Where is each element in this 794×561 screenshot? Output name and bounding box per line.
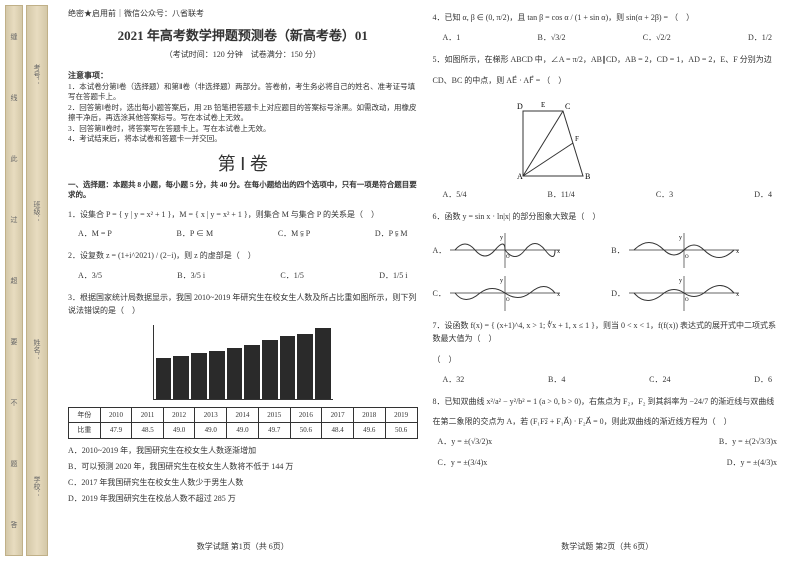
- q5-text2: CD、BC 的中点，则 AE⃗ · AF⃗ = （ ）: [433, 75, 783, 88]
- opt-d: D．P ⫋ M: [375, 228, 408, 240]
- exam-sheet: 缝线此过超要不题答 考号：班级：姓名：学校： 绝密★启用前｜微信公众号：八省联考…: [0, 0, 794, 561]
- notice-item: 3．回答第Ⅱ卷时，将答案写在答题卡上。写在本试卷上无效。: [68, 124, 418, 135]
- svg-text:D: D: [517, 102, 523, 111]
- opt-a: A．3/5: [78, 270, 102, 282]
- q1-options: A．M = P B．P ∈ M C．M ⫋ P D．P ⫋ M: [68, 228, 418, 240]
- svg-text:x: x: [736, 249, 739, 255]
- opt-b: B．11/4: [548, 189, 575, 201]
- opt-b: B．y = ±(2√3/3)x: [719, 436, 777, 448]
- notice-item: 1．本试卷分第Ⅰ卷（选择题）和第Ⅱ卷（非选择题）两部分。答卷前，考生务必将自己的…: [68, 82, 418, 103]
- opt-a: A．5/4: [443, 189, 467, 201]
- q7-options: A．32 B．4 C．24 D．6: [433, 374, 783, 386]
- exam-title: 2021 年高考数学押题预测卷（新高考卷）01: [68, 26, 418, 46]
- page-footer-2: 数学试题 第2页（共 6页）: [433, 536, 783, 553]
- q4-options: A．1 B．√3/2 C．√2/2 D．1/2: [433, 32, 783, 44]
- q4-text: 4．已知 α, β ∈ (0, π/2)，且 tan β = cos α / (…: [433, 12, 783, 25]
- opt-d: D．6: [754, 374, 772, 386]
- opt-d: D．1/2: [748, 32, 772, 44]
- section-1-desc: 一、选择题：本题共 8 小题，每小题 5 分，共 40 分。在每小题给出的四个选…: [68, 180, 418, 201]
- opt-a: A．32: [443, 374, 465, 386]
- q5-text: 5．如图所示，在梯形 ABCD 中，∠A = π/2，AB∥CD，AB = 2，…: [433, 54, 783, 67]
- opt-c: C．1/5: [280, 270, 304, 282]
- right-column: 4．已知 α, β ∈ (0, π/2)，且 tan β = cos α / (…: [433, 8, 783, 553]
- table-row: 年份20102011201220132014201520162017201820…: [69, 407, 418, 423]
- graph-c: C． xyO: [433, 276, 604, 311]
- opt-d: D．4: [754, 189, 772, 201]
- svg-text:x: x: [736, 292, 739, 298]
- seal-strip-1: 缝线此过超要不题答: [5, 5, 23, 556]
- svg-text:B: B: [585, 172, 590, 181]
- q5-options: A．5/4 B．11/4 C．3 D．4: [433, 189, 783, 201]
- opt-c: C．y = ±(3/4)x: [438, 457, 488, 469]
- opt-c: C．24: [649, 374, 670, 386]
- page-footer-1: 数学试题 第1页（共 6页）: [68, 536, 418, 553]
- svg-text:O: O: [685, 298, 689, 303]
- opt-d: D．y = ±(4/3)x: [727, 457, 777, 469]
- q8-options-2: C．y = ±(3/4)x D．y = ±(4/3)x: [433, 457, 783, 469]
- svg-text:y: y: [679, 235, 682, 241]
- opt-c: C．3: [656, 189, 673, 201]
- notice-items: 1．本试卷分第Ⅰ卷（选择题）和第Ⅱ卷（非选择题）两部分。答卷前，考生务必将自己的…: [68, 82, 418, 145]
- svg-text:x: x: [557, 292, 560, 298]
- q3-opt-b: B．可以预测 2020 年，我国研究生在校女生人数将不低于 144 万: [68, 461, 418, 473]
- svg-text:x: x: [557, 249, 560, 255]
- q7-text: 7．设函数 f(x) = { (x+1)^4, x > 1; ∜x + 1, x…: [433, 320, 783, 346]
- opt-b: B．4: [548, 374, 565, 386]
- graph-d: D． xyO: [611, 276, 782, 311]
- notice-item: 4．考试结束后，将本试卷和答题卡一并交回。: [68, 134, 418, 145]
- svg-text:O: O: [506, 255, 510, 260]
- q7-blank: （ ）: [433, 354, 783, 367]
- svg-text:O: O: [685, 255, 689, 260]
- opt-b: B．3/5 i: [177, 270, 205, 282]
- secret-label: 绝密★启用前｜微信公众号：八省联考: [68, 8, 418, 20]
- opt-c: C．M ⫋ P: [278, 228, 310, 240]
- graph-b: B． xyO: [611, 233, 782, 268]
- data-table: 年份20102011201220132014201520162017201820…: [68, 407, 418, 439]
- notice-item: 2．回答第Ⅰ卷时，选出每小题答案后，用 2B 铅笔把答题卡上对应题目的答案标号涂…: [68, 103, 418, 124]
- svg-text:y: y: [500, 235, 503, 241]
- svg-text:O: O: [506, 298, 510, 303]
- q1-text: 1．设集合 P = { y | y = x² + 1 }，M = { x | y…: [68, 209, 418, 222]
- left-column: 绝密★启用前｜微信公众号：八省联考 2021 年高考数学押题预测卷（新高考卷）0…: [68, 8, 418, 553]
- svg-text:E: E: [541, 101, 545, 109]
- q3-opt-a: A．2010~2019 年，我国研究生在校女生人数逐渐增加: [68, 445, 418, 457]
- opt-d: D．1/5 i: [379, 270, 407, 282]
- opt-a: A．y = ±(√3/2)x: [438, 436, 493, 448]
- q2-options: A．3/5 B．3/5 i C．1/5 D．1/5 i: [68, 270, 418, 282]
- trapezoid-figure: A B D C E F: [513, 96, 623, 181]
- svg-text:F: F: [575, 135, 579, 143]
- q2-text: 2．设复数 z = (1+i^2021) / (2−i)，则 z 的虚部是（ ）: [68, 250, 418, 263]
- opt-b: B．P ∈ M: [177, 228, 214, 240]
- q8-text2: 在第二象限的交点为 A，若 (F₁F₂⃗ + F₁A⃗) · F₂A⃗ = 0，…: [433, 416, 783, 429]
- q3-text: 3．根据国家统计局数据显示，我国 2010~2019 年研究生在校女生人数及所占…: [68, 292, 418, 318]
- svg-text:y: y: [500, 278, 503, 284]
- q6-graphs: A． xyO B． xyO C． xyO D． xyO: [433, 233, 783, 311]
- opt-b: B．√3/2: [538, 32, 566, 44]
- info-strip: 考号：班级：姓名：学校：: [26, 5, 48, 556]
- q6-text: 6．函数 y = sin x · ln|x| 的部分图象大致是（ ）: [433, 211, 783, 224]
- content-columns: 绝密★启用前｜微信公众号：八省联考 2021 年高考数学押题预测卷（新高考卷）0…: [50, 0, 794, 561]
- q8-options-1: A．y = ±(√3/2)x B．y = ±(2√3/3)x: [433, 436, 783, 448]
- binding-margin: 缝线此过超要不题答 考号：班级：姓名：学校：: [0, 0, 50, 561]
- svg-text:y: y: [679, 278, 682, 284]
- opt-a: A．1: [443, 32, 461, 44]
- graph-a: A． xyO: [433, 233, 604, 268]
- opt-c: C．√2/2: [643, 32, 671, 44]
- opt-a: A．M = P: [78, 228, 112, 240]
- table-row: 比重47.948.549.049.049.049.750.648.449.650…: [69, 423, 418, 439]
- svg-text:A: A: [517, 172, 523, 181]
- q8-text: 8．已知双曲线 x²/a² − y²/b² = 1 (a > 0, b > 0)…: [433, 396, 783, 409]
- section-1-title: 第 Ⅰ 卷: [68, 151, 418, 178]
- exam-subtitle: （考试时间：120 分钟 试卷满分：150 分）: [68, 49, 418, 61]
- svg-text:C: C: [565, 102, 570, 111]
- bar-chart: [153, 325, 333, 400]
- notice-heading: 注意事项：: [68, 70, 418, 82]
- q3-opt-d: D．2019 年我国研究生在校总人数不超过 285 万: [68, 493, 418, 505]
- q3-opt-c: C．2017 年我国研究生在校女生人数少于男生人数: [68, 477, 418, 489]
